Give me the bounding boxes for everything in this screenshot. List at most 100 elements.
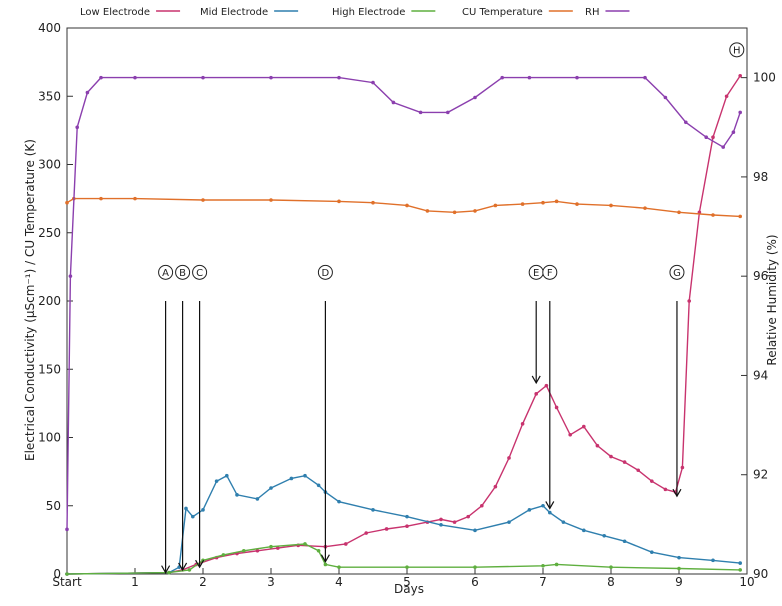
series-line <box>66 197 741 218</box>
data-point <box>405 565 409 569</box>
annotation-circle <box>669 264 685 280</box>
annotation-label: A <box>162 268 169 279</box>
y-left-tick-label: 100 <box>38 431 61 445</box>
data-point <box>214 479 219 483</box>
annotation-arrow-head <box>161 565 171 574</box>
data-point <box>425 209 430 213</box>
y-left-tick-label: 400 <box>38 21 61 35</box>
x-tick-label: 9 <box>675 575 683 589</box>
annotation-h: H <box>729 42 745 58</box>
data-point <box>269 486 273 490</box>
annotation-a: A <box>158 264 174 574</box>
x-axis-ticks: Start 1 2 3 4 5 6 7 8 9 10 <box>52 568 755 589</box>
y-right-tick-label: 92 <box>753 468 768 482</box>
legend-item: RH <box>585 7 630 18</box>
annotation-circle <box>192 264 208 280</box>
data-point <box>337 75 341 80</box>
data-point <box>548 510 552 515</box>
data-point <box>677 566 681 571</box>
data-point <box>473 528 477 533</box>
y-axis-right-ticks: 90 92 94 96 98 100 <box>741 71 776 581</box>
data-point <box>473 95 477 100</box>
legend-label: RH <box>585 7 599 18</box>
data-point <box>544 383 549 388</box>
x-tick-label: 10 <box>739 575 754 589</box>
data-point <box>711 213 715 217</box>
data-point <box>731 130 736 135</box>
data-point <box>507 456 511 460</box>
annotation-c: C <box>192 264 208 569</box>
legend-item: CU Temperature <box>462 7 573 18</box>
data-point <box>371 80 375 85</box>
data-point <box>677 210 681 215</box>
data-point <box>276 546 280 550</box>
data-point <box>384 527 389 531</box>
data-point <box>493 484 498 489</box>
data-point <box>724 94 729 99</box>
series-high-electrode <box>65 542 742 576</box>
x-tick-label: 3 <box>267 575 275 589</box>
data-point <box>68 274 73 278</box>
series-line <box>66 76 741 530</box>
data-point <box>316 483 321 488</box>
data-point <box>507 520 511 524</box>
annotation-d: D <box>317 264 333 563</box>
data-point <box>235 493 239 497</box>
data-point <box>568 432 572 437</box>
data-point <box>85 90 90 95</box>
data-point <box>677 555 681 560</box>
data-point <box>738 110 742 115</box>
data-point <box>184 506 188 511</box>
y-right-tick-label: 100 <box>753 71 776 85</box>
legend-label: Mid Electrode <box>200 7 268 18</box>
data-point <box>242 548 246 553</box>
data-point <box>663 95 668 100</box>
y-left-tick-label: 350 <box>38 89 61 103</box>
data-point <box>622 539 627 544</box>
data-point <box>561 520 566 524</box>
data-point <box>191 514 195 519</box>
x-tick-label: 8 <box>607 575 615 589</box>
data-point <box>541 503 545 508</box>
series-line <box>66 543 741 575</box>
data-point <box>452 520 457 524</box>
data-point <box>541 200 545 205</box>
data-point <box>371 508 375 512</box>
data-point <box>466 514 471 519</box>
y-left-tick-label: 50 <box>46 499 61 513</box>
data-point <box>650 479 654 483</box>
data-point <box>65 527 69 532</box>
data-point <box>595 443 600 448</box>
data-point <box>480 503 484 508</box>
data-point <box>684 120 688 125</box>
annotation-label: D <box>322 268 330 279</box>
annotation-label: G <box>673 268 681 279</box>
data-point <box>344 542 348 546</box>
data-point <box>316 548 321 553</box>
data-point <box>473 209 477 213</box>
data-point <box>687 299 691 303</box>
data-point <box>167 570 171 575</box>
data-point <box>337 199 341 204</box>
data-point <box>650 550 654 554</box>
data-point <box>364 531 369 535</box>
data-point <box>541 564 545 568</box>
annotation-circle <box>158 264 174 280</box>
annotation-g: G <box>669 264 685 498</box>
series-mid-electrode <box>65 473 742 576</box>
data-point <box>391 100 396 105</box>
annotation-label: B <box>179 268 186 279</box>
x-axis-label: Days <box>394 582 424 596</box>
legend: Low Electrode Mid Electrode High Electrode… <box>80 7 630 18</box>
x-tick-label: Start <box>52 575 82 589</box>
data-point <box>289 476 294 481</box>
data-point <box>439 517 443 522</box>
data-point <box>75 125 79 130</box>
annotation-label: H <box>733 45 741 56</box>
x-tick-label: 6 <box>471 575 479 589</box>
data-point <box>337 565 341 569</box>
data-point <box>133 196 137 201</box>
y-right-tick-label: 96 <box>753 269 768 283</box>
y-axis-left-ticks: 0 50 100 150 200 250 300 350 400 <box>38 21 73 581</box>
y-right-tick-label: 90 <box>753 567 768 581</box>
